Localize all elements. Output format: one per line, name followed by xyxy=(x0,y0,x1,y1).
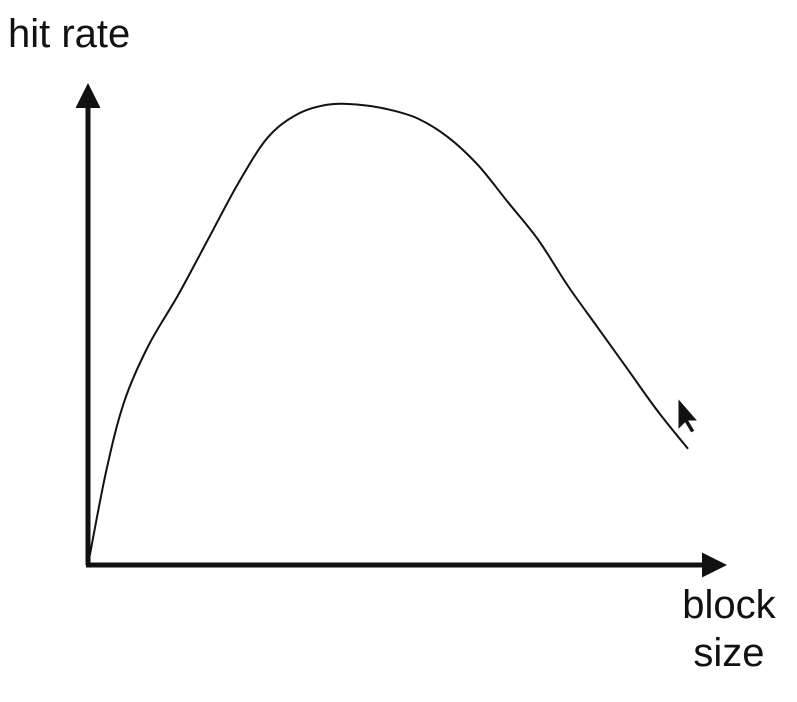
x-axis-label-line-2: size xyxy=(693,631,765,675)
x-axis-label: block size xyxy=(670,581,788,677)
mouse-pointer-icon xyxy=(677,396,700,434)
y-axis-label: hit rate xyxy=(8,12,131,56)
x-axis-label-line-1: block xyxy=(682,583,776,627)
series-line-0 xyxy=(87,102,689,566)
